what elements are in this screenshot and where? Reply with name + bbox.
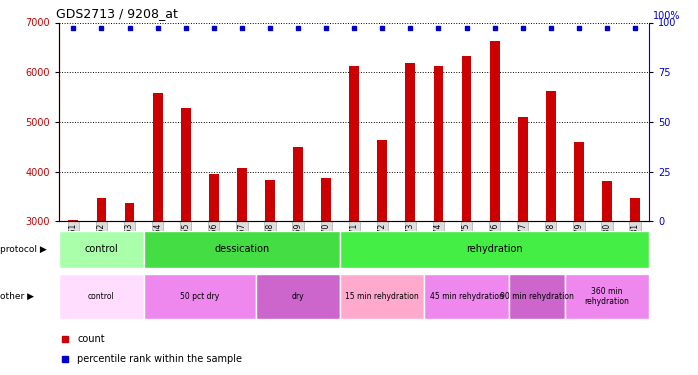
Bar — [490, 41, 500, 221]
Bar — [256, 274, 340, 319]
Text: 50 pct dry: 50 pct dry — [180, 292, 219, 301]
Text: 90 min rehydration: 90 min rehydration — [500, 292, 574, 301]
Bar — [96, 198, 106, 221]
Text: GDS2713 / 9208_at: GDS2713 / 9208_at — [57, 7, 178, 20]
Text: 45 min rehydration: 45 min rehydration — [430, 292, 503, 301]
Bar — [153, 93, 163, 221]
Bar — [424, 274, 509, 319]
Text: count: count — [77, 334, 105, 344]
Text: 360 min
rehydration: 360 min rehydration — [584, 286, 630, 306]
Bar — [565, 274, 649, 319]
Bar — [144, 231, 340, 268]
Bar — [433, 66, 443, 221]
Bar — [59, 231, 144, 268]
Bar — [602, 180, 612, 221]
Bar — [518, 117, 528, 221]
Bar — [265, 180, 275, 221]
Bar — [125, 203, 135, 221]
Text: dry: dry — [292, 292, 304, 301]
Text: rehydration: rehydration — [466, 244, 523, 254]
Text: other ▶: other ▶ — [0, 292, 34, 301]
Bar — [349, 66, 359, 221]
Bar — [509, 274, 565, 319]
Text: 100%: 100% — [653, 11, 681, 21]
Bar — [181, 108, 191, 221]
Text: dessication: dessication — [214, 244, 269, 254]
Bar — [340, 274, 424, 319]
Bar — [378, 140, 387, 221]
Text: percentile rank within the sample: percentile rank within the sample — [77, 354, 242, 364]
Bar — [630, 198, 640, 221]
Bar — [209, 174, 218, 221]
Text: 15 min rehydration: 15 min rehydration — [346, 292, 419, 301]
Text: control: control — [84, 244, 119, 254]
Bar — [546, 91, 556, 221]
Bar — [144, 274, 256, 319]
Text: control: control — [88, 292, 115, 301]
Bar — [574, 142, 584, 221]
Bar — [68, 220, 78, 221]
Text: protocol ▶: protocol ▶ — [0, 245, 47, 254]
Bar — [59, 274, 144, 319]
Bar — [406, 63, 415, 221]
Bar — [340, 231, 649, 268]
Bar — [461, 56, 471, 221]
Bar — [321, 178, 331, 221]
Bar — [237, 168, 247, 221]
Bar — [293, 147, 303, 221]
